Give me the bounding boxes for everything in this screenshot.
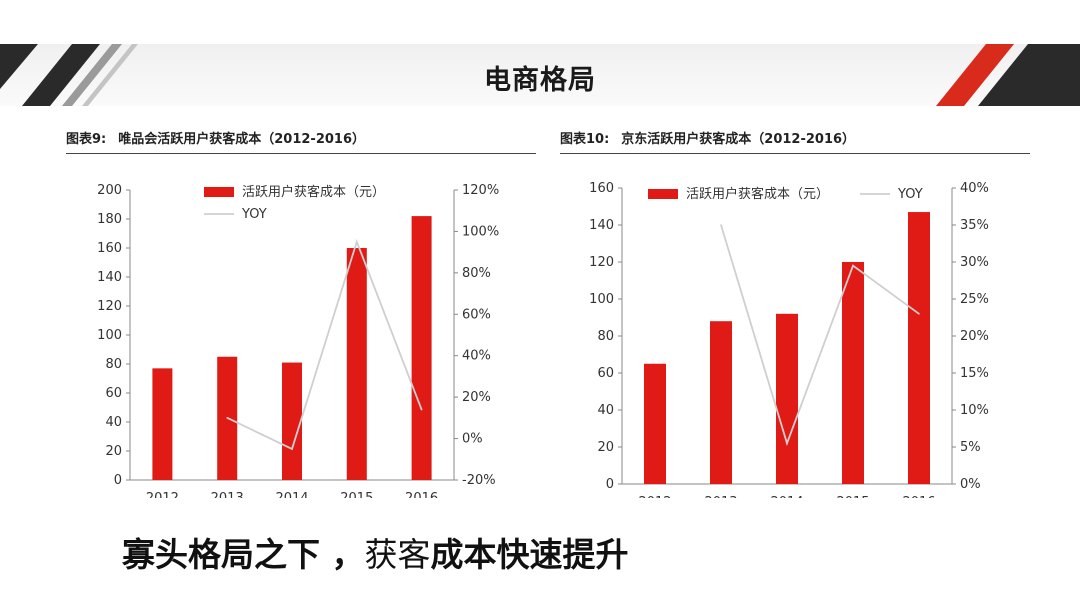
bar-2014 <box>776 313 798 484</box>
left-axis-tick-label: 120 <box>589 255 614 270</box>
bar-2015 <box>346 248 367 480</box>
right-axis-tick-label: 15% <box>960 366 989 381</box>
right-axis-tick-label: 30% <box>960 255 989 270</box>
left-axis-tick-label: 40 <box>597 403 614 418</box>
yoy-point-2016 <box>918 313 920 315</box>
x-axis-tick-label: 2012 <box>638 495 671 498</box>
yoy-point-2014 <box>786 442 788 445</box>
left-axis-tick-label: 20 <box>597 440 614 455</box>
x-axis-tick-label: 2013 <box>211 491 244 498</box>
yoy-point-2015 <box>356 240 358 243</box>
right-axis-tick-label: 5% <box>960 440 981 455</box>
bar-2012 <box>644 363 666 484</box>
right-axis-tick-label: 10% <box>960 403 989 418</box>
right-axis-tick-label: 25% <box>960 292 989 307</box>
bar-2014 <box>282 362 302 480</box>
x-axis-tick-label: 2015 <box>340 491 373 498</box>
yoy-point-2013 <box>720 224 722 226</box>
x-axis-tick-label: 2016 <box>405 491 438 498</box>
figure-number: 图表10: <box>560 132 610 147</box>
conclusion-part-2: 获客 <box>364 535 431 574</box>
banner-stripes-decoration <box>0 44 1080 106</box>
bar-2016 <box>411 216 432 480</box>
left-axis-tick-label: 0 <box>606 477 614 492</box>
legend-line-label: YOY <box>241 207 267 222</box>
legend-bar-label: 活跃用户获客成本（元） <box>242 184 385 200</box>
left-axis-tick-label: 60 <box>597 366 614 381</box>
left-axis-tick-label: 200 <box>97 183 122 198</box>
bar-2012 <box>152 368 173 480</box>
left-axis-tick-label: 140 <box>589 218 614 233</box>
right-axis-tick-label: -20% <box>462 473 496 488</box>
left-axis-tick-label: 160 <box>97 241 122 256</box>
conclusion-text: 寡头格局之下 ，获客成本快速提升 <box>122 528 629 576</box>
page-title: 电商格局 <box>484 65 596 96</box>
yoy-point-2013 <box>226 417 228 419</box>
figure-number: 图表9: <box>66 132 107 147</box>
right-axis-tick-label: 20% <box>462 390 491 405</box>
title-banner <box>0 44 1080 106</box>
figure-caption: 图表9: 唯品会活跃用户获客成本（2012-2016） <box>66 128 536 154</box>
right-axis-tick-label: 120% <box>462 183 499 198</box>
right-axis-tick-label: 0% <box>462 432 483 447</box>
x-axis-tick-label: 2012 <box>146 491 179 498</box>
left-axis-tick-label: 20 <box>105 444 122 459</box>
left-axis-tick-label: 100 <box>589 292 614 307</box>
yoy-line <box>720 224 920 447</box>
right-axis-tick-label: 20% <box>960 329 989 344</box>
yoy-line <box>226 239 423 451</box>
yoy-point-2014 <box>291 448 293 450</box>
figure-caption: 图表10: 京东活跃用户获客成本（2012-2016） <box>560 128 1030 154</box>
bar-2013 <box>710 321 732 484</box>
x-axis-tick-label: 2015 <box>836 495 869 498</box>
right-axis-tick-label: 80% <box>462 266 491 281</box>
legend-line-label: YOY <box>897 187 923 202</box>
bar-2016 <box>908 212 930 485</box>
left-axis-tick-label: 160 <box>589 181 614 196</box>
figure-title: 唯品会活跃用户获客成本（2012-2016） <box>118 132 366 147</box>
conclusion-part-3: 成本快速提升 <box>430 535 629 574</box>
right-axis-tick-label: 40% <box>462 349 491 364</box>
bar-2015 <box>842 262 864 484</box>
right-axis-tick-label: 0% <box>960 477 981 492</box>
legend-bar-label: 活跃用户获客成本（元） <box>686 186 829 202</box>
left-axis-tick-label: 80 <box>597 329 614 344</box>
left-axis-tick-label: 40 <box>105 415 122 430</box>
chart-jd: 0 20 40 60 80 100 120 140 160 0% 5% 10% 15% 20% 25% 30%… <box>589 181 989 498</box>
left-axis-tick-label: 140 <box>97 270 122 285</box>
left-axis-tick-label: 180 <box>97 212 122 227</box>
right-axis-tick-label: 60% <box>462 307 491 322</box>
left-axis-tick-label: 100 <box>97 328 122 343</box>
left-axis-tick-label: 120 <box>97 299 122 314</box>
chart-panel-vipshop: 图表9: 唯品会活跃用户获客成本（2012-2016） 0 20 40 60 80 100 1… <box>66 128 536 498</box>
x-axis-tick-label: 2016 <box>902 495 935 498</box>
chart-panel-jd: 图表10: 京东活跃用户获客成本（2012-2016） 0 20 40 60 80 100 1… <box>560 128 1030 498</box>
figure-title: 京东活跃用户获客成本（2012-2016） <box>621 132 856 147</box>
left-axis-tick-label: 0 <box>114 473 122 488</box>
legend-bar-swatch <box>648 189 678 199</box>
legend-bar-swatch <box>204 187 234 197</box>
left-axis-tick-label: 80 <box>105 357 122 372</box>
right-axis-tick-label: 40% <box>960 181 989 196</box>
yoy-point-2016 <box>420 408 423 411</box>
yoy-point-2015 <box>852 264 854 267</box>
chart-vipshop: 0 20 40 60 80 100 120 140 160 180 200 -20% 0% 20% 40% 6… <box>97 183 499 498</box>
right-axis-tick-label: 100% <box>462 224 499 239</box>
left-axis-tick-label: 60 <box>105 386 122 401</box>
x-axis-tick-label: 2013 <box>704 495 737 498</box>
conclusion-part-1: 寡头格局之下 ， <box>122 535 365 574</box>
right-axis-tick-label: 35% <box>960 218 989 233</box>
